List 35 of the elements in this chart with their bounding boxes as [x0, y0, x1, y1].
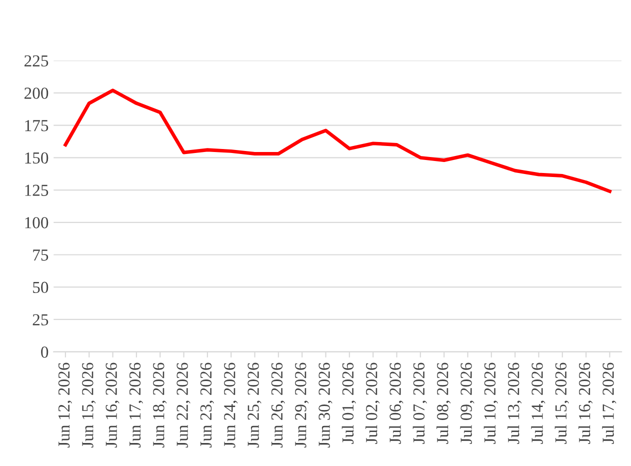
- x-tick-label: Jun 17, 2026: [129, 362, 144, 448]
- x-tick-label: Jun 15, 2026: [82, 362, 96, 448]
- y-tick-label: 150: [25, 152, 48, 164]
- x-tick-label: Jul 07, 2026: [412, 362, 427, 444]
- y-tick-label: 75: [33, 250, 48, 261]
- x-tick-label: Jul 15, 2026: [554, 362, 569, 444]
- y-tick-label: 175: [25, 120, 48, 132]
- x-tick-label: Jul 17, 2026: [602, 362, 616, 444]
- x-tick-label: Jun 12, 2026: [58, 362, 72, 448]
- x-tick-label: Jun 24, 2026: [224, 362, 238, 448]
- x-tick-label: Jun 16, 2026: [106, 362, 120, 448]
- x-tick-label: Jun 22, 2026: [176, 362, 190, 448]
- x-tick-label: Jul 02, 2026: [366, 362, 380, 444]
- x-tick-label: Jul 10, 2026: [484, 362, 498, 444]
- x-tick-label: Jun 18, 2026: [153, 362, 167, 448]
- x-tick-label: Jul 06, 2026: [389, 362, 404, 444]
- x-tick-label: Jun 30, 2026: [318, 362, 332, 448]
- x-tick-label: Jun 29, 2026: [295, 362, 309, 448]
- line-series: [64, 88, 612, 194]
- y-tick-label: 50: [33, 282, 48, 294]
- y-tick-label: 0: [41, 346, 48, 358]
- x-tick-label: Jul 13, 2026: [507, 362, 522, 444]
- x-tick-label: Jul 16, 2026: [578, 362, 593, 444]
- y-tick-label: 100: [25, 217, 48, 228]
- x-tick-label: Jun 23, 2026: [200, 362, 214, 448]
- y-tick-label: 200: [24, 88, 48, 99]
- x-tick-label: Jul 01, 2026: [342, 362, 356, 444]
- y-tick-label: 225: [24, 55, 48, 67]
- y-tick-label: 25: [32, 314, 48, 326]
- x-tick-label: Jun 26, 2026: [271, 362, 285, 448]
- y-tick-label: 125: [25, 184, 48, 196]
- x-tick-label: Jul 14, 2026: [531, 362, 546, 444]
- x-tick-label: Jun 25, 2026: [248, 362, 262, 448]
- x-tick-label: Jul 09, 2026: [460, 362, 474, 444]
- x-tick-label: Jul 08, 2026: [436, 362, 451, 444]
